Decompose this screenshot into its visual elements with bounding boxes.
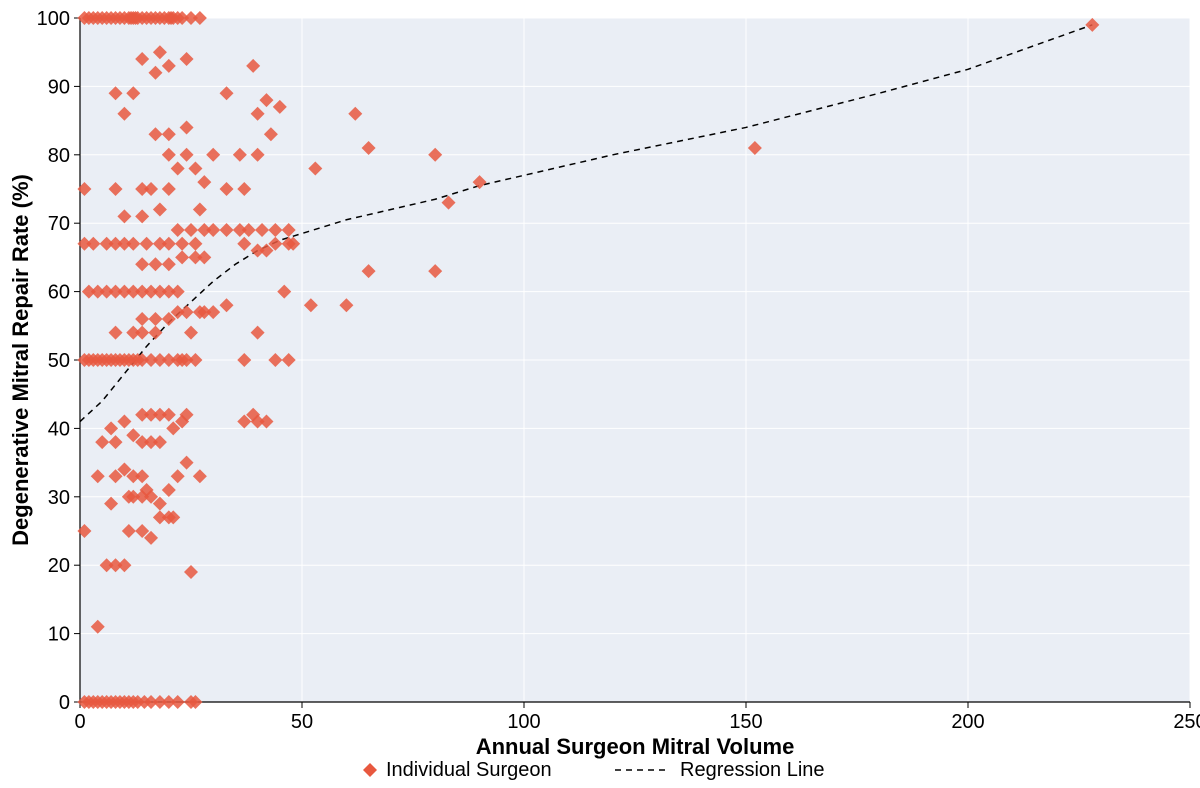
y-tick-label: 30 <box>48 487 70 509</box>
x-axis-label: Annual Surgeon Mitral Volume <box>476 734 795 759</box>
legend-label-regression: Regression Line <box>680 759 825 781</box>
y-tick-label: 0 <box>59 692 70 714</box>
y-tick-label: 80 <box>48 145 70 167</box>
y-tick-label: 90 <box>48 76 70 98</box>
x-tick-label: 150 <box>729 711 762 733</box>
y-tick-label: 60 <box>48 282 70 304</box>
y-tick-label: 40 <box>48 418 70 440</box>
x-tick-label: 100 <box>507 711 540 733</box>
legend-marker-icon <box>363 763 377 777</box>
legend-label-surgeon: Individual Surgeon <box>386 759 552 781</box>
y-tick-label: 20 <box>48 555 70 577</box>
x-tick-label: 200 <box>951 711 984 733</box>
chart-svg: 0501001502002500102030405060708090100Ann… <box>0 0 1200 788</box>
y-tick-label: 10 <box>48 624 70 646</box>
y-tick-label: 50 <box>48 350 70 372</box>
y-tick-label: 70 <box>48 213 70 235</box>
y-axis-label: Degenerative Mitral Repair Rate (%) <box>8 174 33 546</box>
legend: Individual Surgeon Regression Line <box>363 759 825 781</box>
y-tick-label: 100 <box>37 8 70 30</box>
x-tick-label: 250 <box>1173 711 1200 733</box>
x-tick-label: 0 <box>74 711 85 733</box>
x-tick-label: 50 <box>291 711 313 733</box>
scatter-chart: 0501001502002500102030405060708090100Ann… <box>0 0 1200 788</box>
